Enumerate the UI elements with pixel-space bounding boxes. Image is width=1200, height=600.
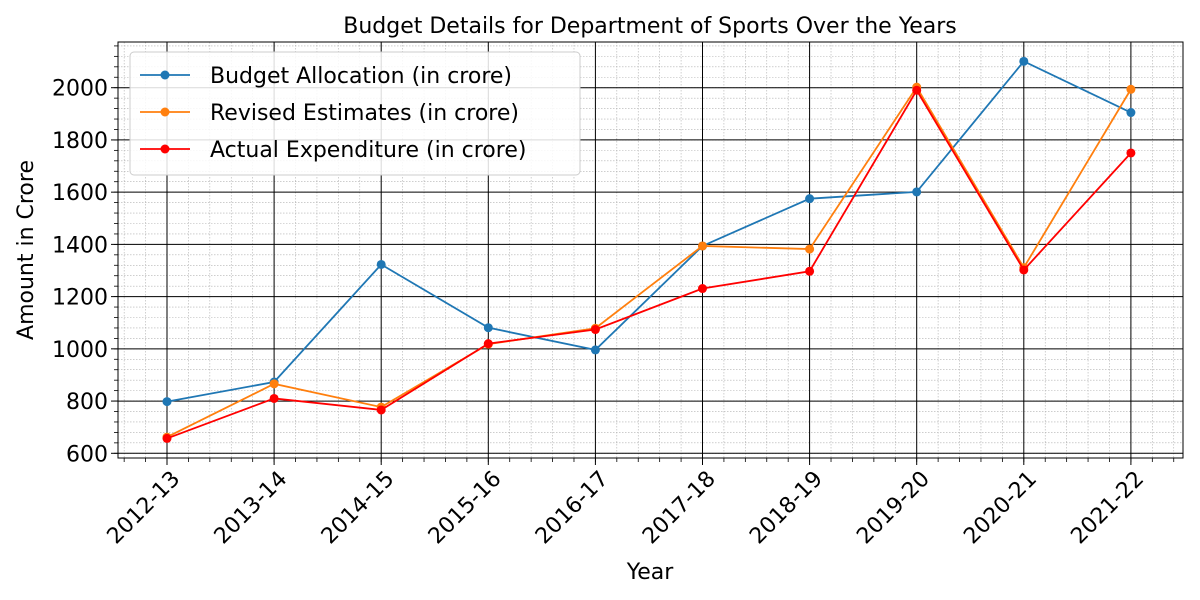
x-axis-label: Year (626, 560, 675, 585)
legend-label: Revised Estimates (in crore) (210, 101, 519, 126)
data-point (912, 85, 922, 95)
legend-item: Revised Estimates (in crore) (140, 101, 519, 126)
data-point (805, 266, 815, 276)
x-tick-label: 2013-14 (210, 467, 293, 550)
data-point (1126, 108, 1136, 118)
legend-item: Budget Allocation (in crore) (140, 64, 512, 89)
x-tick-label: 2016-17 (531, 467, 614, 550)
data-point (483, 339, 493, 349)
series-layer (162, 56, 1136, 443)
y-tick-label: 1000 (52, 338, 108, 363)
data-point (590, 325, 600, 335)
series-3 (162, 85, 1136, 443)
x-tick-label: 2015-16 (424, 467, 507, 550)
data-point (805, 244, 815, 254)
legend-marker (160, 70, 170, 80)
x-tick-label: 2019-20 (852, 467, 935, 550)
data-point (483, 323, 493, 333)
data-point (590, 345, 600, 355)
data-point (698, 284, 707, 294)
y-tick-label: 800 (66, 390, 108, 415)
legend-label: Actual Expenditure (in crore) (210, 138, 526, 163)
y-tick-label: 1400 (52, 233, 108, 258)
x-tick-label: 2012-13 (103, 467, 186, 550)
series-line (166, 60, 1132, 403)
legend-label: Budget Allocation (in crore) (210, 64, 512, 89)
data-point (162, 397, 172, 407)
legend: Budget Allocation (in crore) Revised Esti… (129, 51, 581, 176)
y-tick-label: 2000 (52, 77, 108, 102)
data-point (1126, 84, 1136, 94)
legend-item: Actual Expenditure (in crore) (140, 138, 526, 163)
y-tick-label: 1200 (52, 286, 108, 311)
legend-marker (160, 107, 170, 117)
y-tick-label: 600 (66, 442, 108, 467)
data-point (698, 241, 707, 251)
x-tick-label: 2020-21 (959, 467, 1042, 550)
data-point (162, 433, 172, 443)
data-point (1019, 265, 1029, 275)
data-point (1019, 56, 1029, 66)
plot-area (117, 41, 1184, 459)
x-tick-label: 2017-18 (638, 467, 721, 550)
y-tick-label: 1800 (52, 129, 108, 154)
y-tick-label: 1600 (52, 181, 108, 206)
data-point (376, 259, 386, 269)
data-point (912, 187, 922, 197)
x-tick-label: 2014-15 (317, 467, 400, 550)
x-tick-label: 2018-19 (745, 467, 828, 550)
data-point (269, 393, 279, 403)
data-point (1126, 148, 1136, 158)
data-point (805, 194, 815, 204)
y-axis-label: Amount in Crore (14, 160, 39, 340)
data-point (376, 405, 386, 415)
data-point (269, 379, 279, 389)
series-line (166, 88, 1132, 440)
series-line (166, 85, 1132, 438)
legend-marker (160, 144, 170, 154)
legend-box (129, 51, 581, 176)
chart-title: Budget Details for Department of Sports … (343, 14, 957, 39)
x-tick-label: 2021-22 (1066, 467, 1149, 550)
